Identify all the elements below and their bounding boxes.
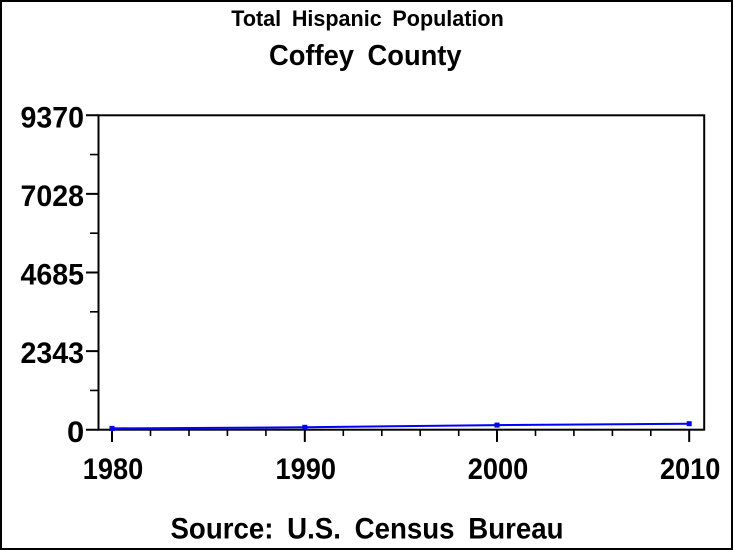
svg-text:4685: 4685	[21, 259, 85, 292]
svg-text:7028: 7028	[21, 180, 85, 213]
svg-text:9370: 9370	[21, 101, 85, 134]
svg-text:2343: 2343	[21, 337, 85, 370]
svg-text:2000: 2000	[468, 453, 529, 486]
svg-text:1990: 1990	[276, 453, 337, 486]
svg-text:Coffey County: Coffey County	[269, 40, 462, 72]
svg-text:2010: 2010	[660, 453, 721, 486]
svg-text:1980: 1980	[83, 453, 144, 486]
svg-text:Source: U.S. Census Bureau: Source: U.S. Census Bureau	[171, 512, 564, 545]
svg-text:0: 0	[67, 416, 84, 449]
svg-text:Total Hispanic Population: Total Hispanic Population	[231, 6, 504, 31]
